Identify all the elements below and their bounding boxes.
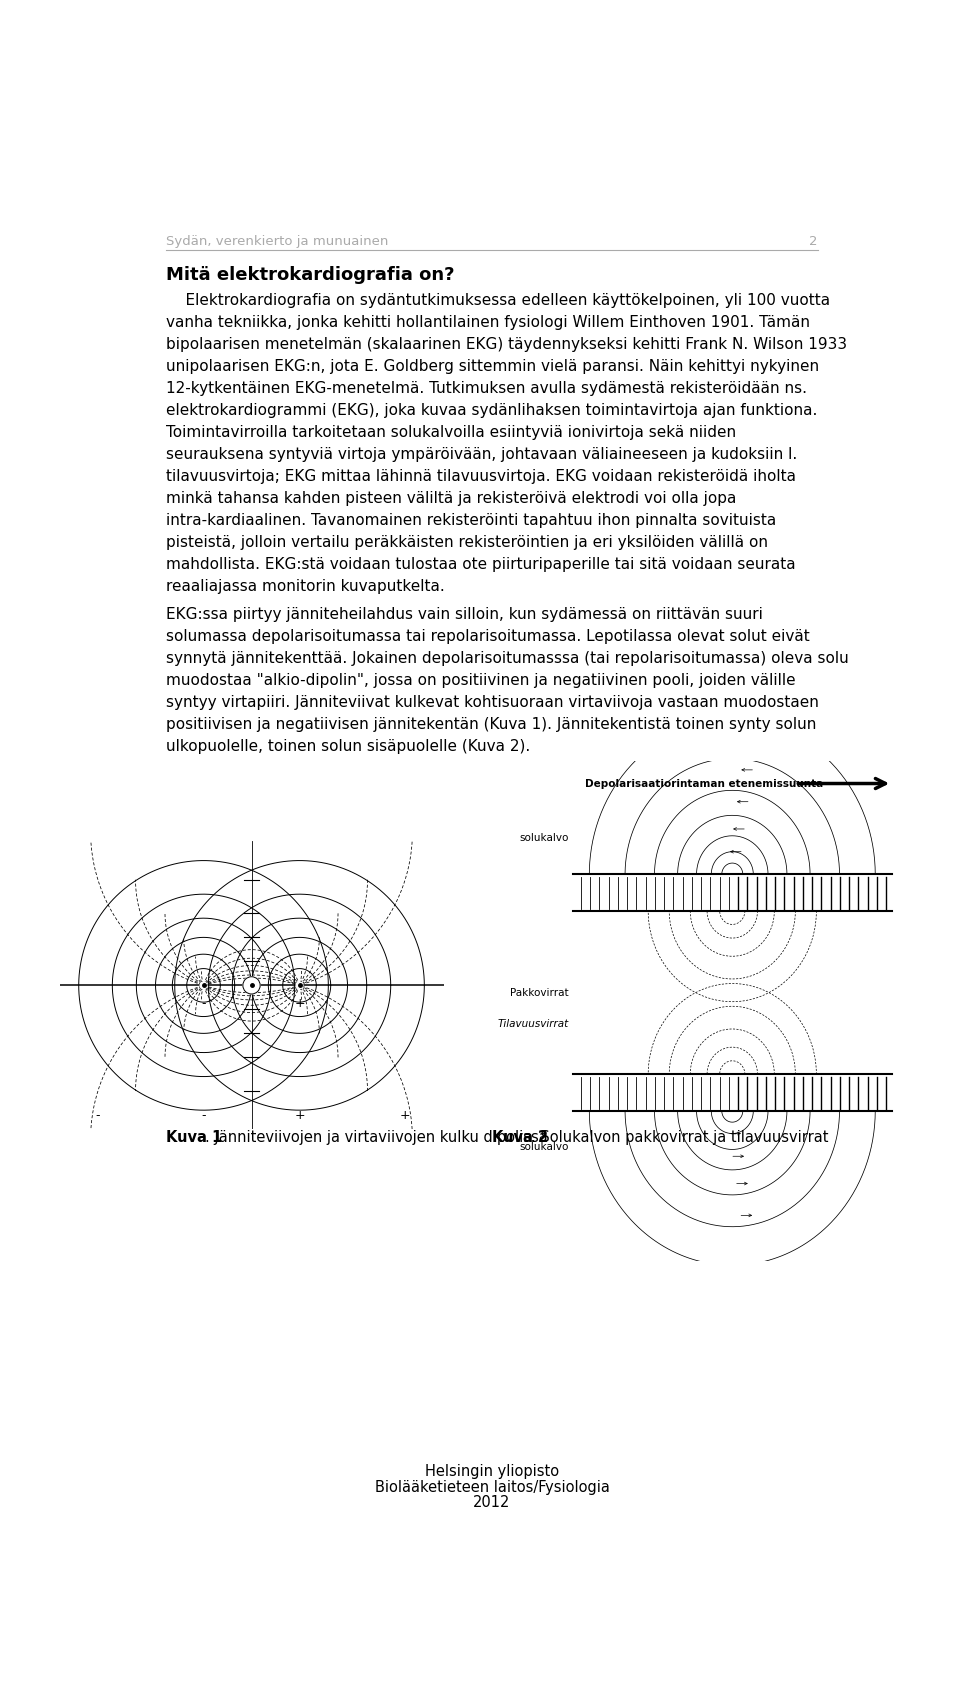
Text: positiivisen ja negatiivisen jännitekentän (Kuva 1). Jännitekentistä toinen synt: positiivisen ja negatiivisen jännitekent… — [166, 717, 817, 732]
Text: Pakkovirrat: Pakkovirrat — [510, 988, 568, 998]
Text: +: + — [399, 1109, 411, 1122]
Text: seurauksena syntyviä virtoja ympäröivään, johtavaan väliaineeseen ja kudoksiin l: seurauksena syntyviä virtoja ympäröivään… — [166, 447, 798, 463]
Text: 2012: 2012 — [473, 1495, 511, 1510]
Text: -: - — [202, 997, 205, 1010]
Text: ulkopuolelle, toinen solun sisäpuolelle (Kuva 2).: ulkopuolelle, toinen solun sisäpuolelle … — [166, 739, 530, 754]
Text: EKG:ssa piirtyy jänniteheilahdus vain silloin, kun sydämessä on riittävän suuri: EKG:ssa piirtyy jänniteheilahdus vain si… — [166, 607, 763, 622]
Text: Depolarisaatiorintaman etenemissuunta: Depolarisaatiorintaman etenemissuunta — [586, 778, 824, 788]
Text: tilavuusvirtoja; EKG mittaa lähinnä tilavuusvirtoja. EKG voidaan rekisteröidä ih: tilavuusvirtoja; EKG mittaa lähinnä tila… — [166, 470, 796, 483]
Text: solukalvo: solukalvo — [519, 832, 568, 842]
Text: intra-kardiaalinen. Tavanomainen rekisteröinti tapahtuu ihon pinnalta sovituista: intra-kardiaalinen. Tavanomainen rekiste… — [166, 512, 777, 527]
Text: syntyy virtapiiri. Jänniteviivat kulkevat kohtisuoraan virtaviivoja vastaan muod: syntyy virtapiiri. Jänniteviivat kulkeva… — [166, 695, 819, 710]
Text: Kuva 1: Kuva 1 — [166, 1131, 223, 1144]
Text: Toimintavirroilla tarkoitetaan solukalvoilla esiintyviä ionivirtoja sekä niiden: Toimintavirroilla tarkoitetaan solukalvo… — [166, 425, 736, 441]
Text: muodostaa "alkio-dipolin", jossa on positiivinen ja negatiivinen pooli, joiden v: muodostaa "alkio-dipolin", jossa on posi… — [166, 673, 796, 688]
Text: unipolaarisen EKG:n, jota E. Goldberg sittemmin vielä paransi. Näin kehittyi nyk: unipolaarisen EKG:n, jota E. Goldberg si… — [166, 359, 819, 375]
Circle shape — [243, 976, 260, 993]
Text: Helsingin yliopisto: Helsingin yliopisto — [425, 1464, 559, 1480]
Text: pisteistä, jolloin vertailu peräkkäisten rekisteröintien ja eri yksilöiden välil: pisteistä, jolloin vertailu peräkkäisten… — [166, 534, 768, 549]
Text: Mitä elektrokardiografia on?: Mitä elektrokardiografia on? — [166, 266, 455, 285]
Text: -: - — [96, 1109, 100, 1122]
Text: mahdollista. EKG:stä voidaan tulostaa ote piirturipaperille tai sitä voidaan seu: mahdollista. EKG:stä voidaan tulostaa ot… — [166, 556, 796, 571]
Circle shape — [201, 981, 207, 988]
Text: +: + — [294, 1109, 305, 1122]
Text: reaaliajassa monitorin kuvaputkelta.: reaaliajassa monitorin kuvaputkelta. — [166, 578, 444, 593]
Text: vanha tekniikka, jonka kehitti hollantilainen fysiologi Willem Einthoven 1901. T: vanha tekniikka, jonka kehitti hollantil… — [166, 315, 810, 331]
Text: Tilavuusvirrat: Tilavuusvirrat — [497, 1019, 568, 1029]
Text: Kuva 2: Kuva 2 — [492, 1131, 548, 1144]
Text: -: - — [202, 1109, 205, 1122]
Text: solumassa depolarisoitumassa tai repolarisoitumassa. Lepotilassa olevat solut ei: solumassa depolarisoitumassa tai repolar… — [166, 629, 810, 644]
Text: synnytä jännitekenttää. Jokainen depolarisoitumasssa (tai repolarisoitumassa) ol: synnytä jännitekenttää. Jokainen depolar… — [166, 651, 849, 666]
Text: 12-kytkentäinen EKG-menetelmä. Tutkimuksen avulla sydämestä rekisteröidään ns.: 12-kytkentäinen EKG-menetelmä. Tutkimuks… — [166, 381, 807, 397]
Text: +: + — [294, 997, 305, 1010]
Text: . Jänniteviivojen ja virtaviivojen kulku dipolissa: . Jänniteviivojen ja virtaviivojen kulku… — [204, 1131, 547, 1144]
Text: elektrokardiogrammi (EKG), joka kuvaa sydänlihaksen toimintavirtoja ajan funktio: elektrokardiogrammi (EKG), joka kuvaa sy… — [166, 403, 818, 419]
Text: bipolaarisen menetelmän (skalaarinen EKG) täydennykseksi kehitti Frank N. Wilson: bipolaarisen menetelmän (skalaarinen EKG… — [166, 337, 848, 353]
Text: Elektrokardiografia on sydäntutkimuksessa edelleen käyttökelpoinen, yli 100 vuot: Elektrokardiografia on sydäntutkimuksess… — [166, 293, 830, 308]
Text: . Solukalvon pakkovirrat ja tilavuusvirrat: . Solukalvon pakkovirrat ja tilavuusvirr… — [531, 1131, 828, 1144]
Text: 2: 2 — [809, 234, 818, 247]
Text: minkä tahansa kahden pisteen väliltä ja rekisteröivä elektrodi voi olla jopa: minkä tahansa kahden pisteen väliltä ja … — [166, 492, 736, 505]
Text: solukalvo: solukalvo — [519, 1142, 568, 1153]
Circle shape — [296, 981, 303, 988]
Text: Biolääketieteen laitos/Fysiologia: Biolääketieteen laitos/Fysiologia — [374, 1480, 610, 1495]
Text: Sydän, verenkierto ja munuainen: Sydän, verenkierto ja munuainen — [166, 234, 389, 247]
